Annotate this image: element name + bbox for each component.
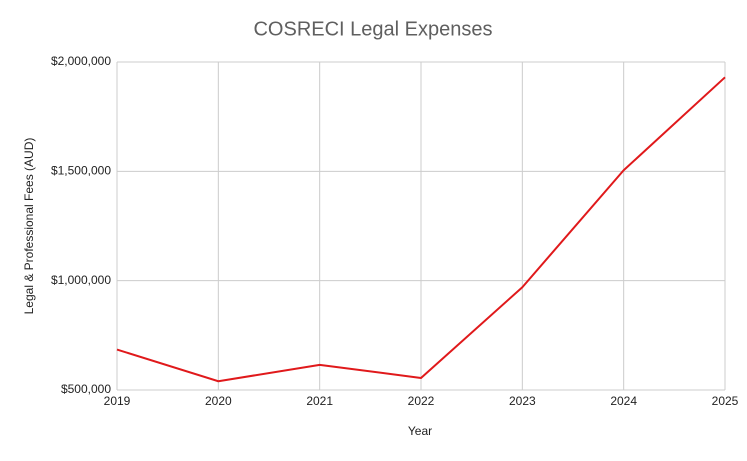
x-axis-label: Year [408, 424, 432, 438]
x-tick-label: 2024 [610, 394, 637, 408]
x-tick-label: 2023 [509, 394, 536, 408]
x-tick-label: 2022 [408, 394, 435, 408]
y-tick-label: $500,000 [61, 382, 111, 396]
x-tick-label: 2025 [712, 394, 739, 408]
x-tick-label: 2020 [205, 394, 232, 408]
y-tick-label: $2,000,000 [51, 54, 111, 68]
y-tick-label: $1,000,000 [51, 273, 111, 287]
x-tick-label: 2019 [104, 394, 131, 408]
y-tick-label: $1,500,000 [51, 164, 111, 178]
x-tick-label: 2021 [306, 394, 333, 408]
y-axis-label: Legal & Professional Fees (AUD) [22, 138, 36, 315]
chart-title: COSRECI Legal Expenses [253, 18, 492, 40]
data-line [116, 76, 726, 383]
